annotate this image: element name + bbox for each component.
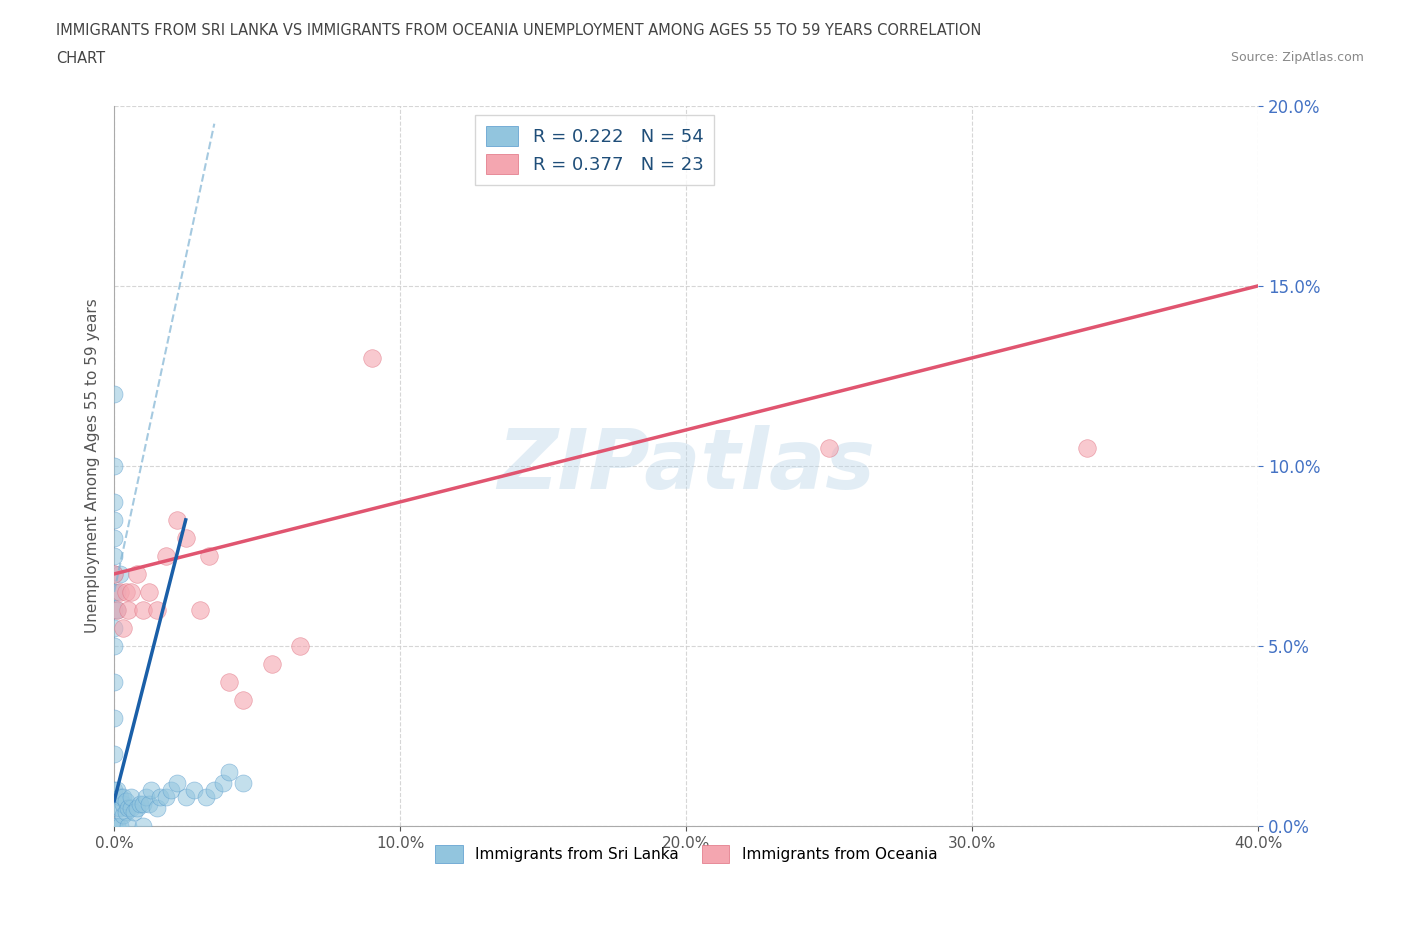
Point (108, 801, 131, 816)
Point (105, 782, 128, 797)
Legend: Immigrants from Sri Lanka, Immigrants from Oceania: Immigrants from Sri Lanka, Immigrants fr… (429, 839, 943, 869)
Point (122, 804, 145, 819)
Point (114, 584, 136, 599)
Point (155, 790, 177, 804)
Point (105, 603, 128, 618)
Point (212, 776, 235, 790)
Point (103, 782, 125, 797)
Point (218, 764, 240, 779)
Text: Source: ZipAtlas.com: Source: ZipAtlas.com (1230, 51, 1364, 64)
Point (111, 797, 134, 812)
Point (120, 801, 142, 816)
Point (114, 793, 136, 808)
Point (105, 584, 128, 599)
Point (103, 603, 125, 618)
Text: CHART: CHART (56, 51, 105, 66)
Point (132, 603, 155, 618)
Point (105, 603, 128, 618)
Point (103, 747, 125, 762)
Point (146, 801, 169, 816)
Point (183, 782, 205, 797)
Point (103, 458, 125, 473)
Point (818, 441, 841, 456)
Point (149, 790, 172, 804)
Point (1076, 441, 1098, 456)
Point (141, 782, 163, 797)
Point (111, 808, 134, 823)
Point (232, 693, 254, 708)
Point (232, 776, 254, 790)
Point (103, 495, 125, 510)
Point (103, 620, 125, 635)
Point (117, 801, 139, 816)
Point (146, 603, 169, 618)
Point (138, 584, 160, 599)
Point (188, 603, 211, 618)
Point (155, 549, 177, 564)
Point (108, 566, 131, 581)
Point (197, 549, 219, 564)
Point (105, 801, 128, 816)
Point (135, 790, 157, 804)
Point (166, 512, 188, 527)
Text: IMMIGRANTS FROM SRI LANKA VS IMMIGRANTS FROM OCEANIA UNEMPLOYMENT AMONG AGES 55 : IMMIGRANTS FROM SRI LANKA VS IMMIGRANTS … (56, 23, 981, 38)
Point (132, 797, 155, 812)
Point (160, 782, 183, 797)
Point (174, 530, 197, 545)
Point (111, 620, 134, 635)
Point (117, 603, 139, 618)
Point (166, 776, 188, 790)
Point (103, 674, 125, 689)
Point (103, 530, 125, 545)
Y-axis label: Unemployment Among Ages 55 to 59 years: Unemployment Among Ages 55 to 59 years (86, 299, 100, 633)
Point (103, 818, 125, 833)
Point (120, 790, 142, 804)
Point (117, 818, 139, 833)
Point (288, 639, 311, 654)
Point (108, 790, 131, 804)
Point (129, 797, 152, 812)
Point (202, 782, 225, 797)
Point (174, 790, 197, 804)
Point (194, 790, 217, 804)
Point (111, 790, 134, 804)
Point (103, 512, 125, 527)
Point (103, 566, 125, 581)
Point (125, 566, 148, 581)
Point (120, 584, 142, 599)
Point (103, 386, 125, 401)
Point (260, 657, 283, 671)
Point (114, 804, 136, 819)
Point (108, 818, 131, 833)
Point (108, 584, 131, 599)
Point (103, 566, 125, 581)
Point (105, 818, 128, 833)
Text: ZIPatlas: ZIPatlas (498, 425, 876, 506)
Point (138, 797, 160, 812)
Point (103, 639, 125, 654)
Point (360, 351, 382, 365)
Point (103, 584, 125, 599)
Point (132, 818, 155, 833)
Point (218, 674, 240, 689)
Point (103, 711, 125, 725)
Point (125, 801, 148, 816)
Point (103, 549, 125, 564)
